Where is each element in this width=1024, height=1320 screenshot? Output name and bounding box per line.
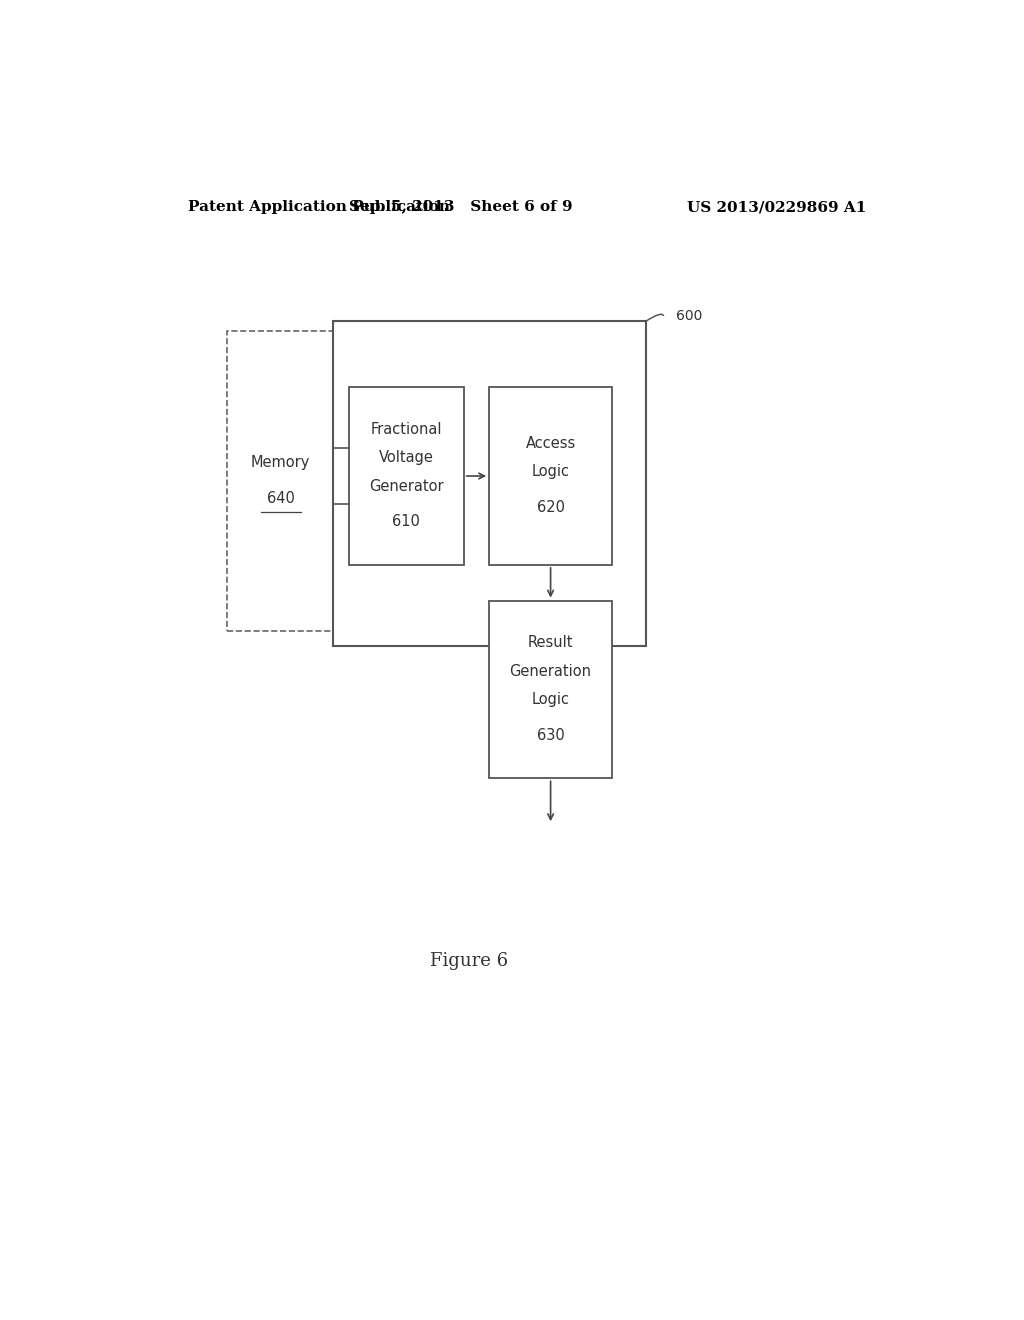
Text: Generation: Generation	[510, 664, 592, 678]
Bar	[489, 387, 612, 565]
Text: Figure 6: Figure 6	[430, 952, 508, 970]
Text: Access: Access	[525, 436, 575, 451]
Text: 600: 600	[676, 309, 702, 323]
Text: Generator: Generator	[369, 479, 443, 494]
Text: Logic: Logic	[531, 692, 569, 708]
Bar	[489, 601, 612, 779]
Bar	[227, 331, 334, 631]
Text: Voltage: Voltage	[379, 450, 433, 465]
Text: US 2013/0229869 A1: US 2013/0229869 A1	[687, 201, 866, 214]
Text: 640: 640	[267, 491, 295, 506]
Text: 610: 610	[392, 515, 420, 529]
Text: 620: 620	[537, 500, 564, 515]
Text: Result: Result	[527, 635, 573, 651]
Text: Sep. 5, 2013   Sheet 6 of 9: Sep. 5, 2013 Sheet 6 of 9	[349, 201, 573, 214]
Text: Logic: Logic	[531, 465, 569, 479]
Text: Patent Application Publication: Patent Application Publication	[187, 201, 450, 214]
Text: Fractional: Fractional	[371, 422, 442, 437]
Text: Memory: Memory	[251, 455, 310, 470]
Bar	[333, 321, 646, 647]
Text: 630: 630	[537, 727, 564, 743]
Bar	[348, 387, 464, 565]
